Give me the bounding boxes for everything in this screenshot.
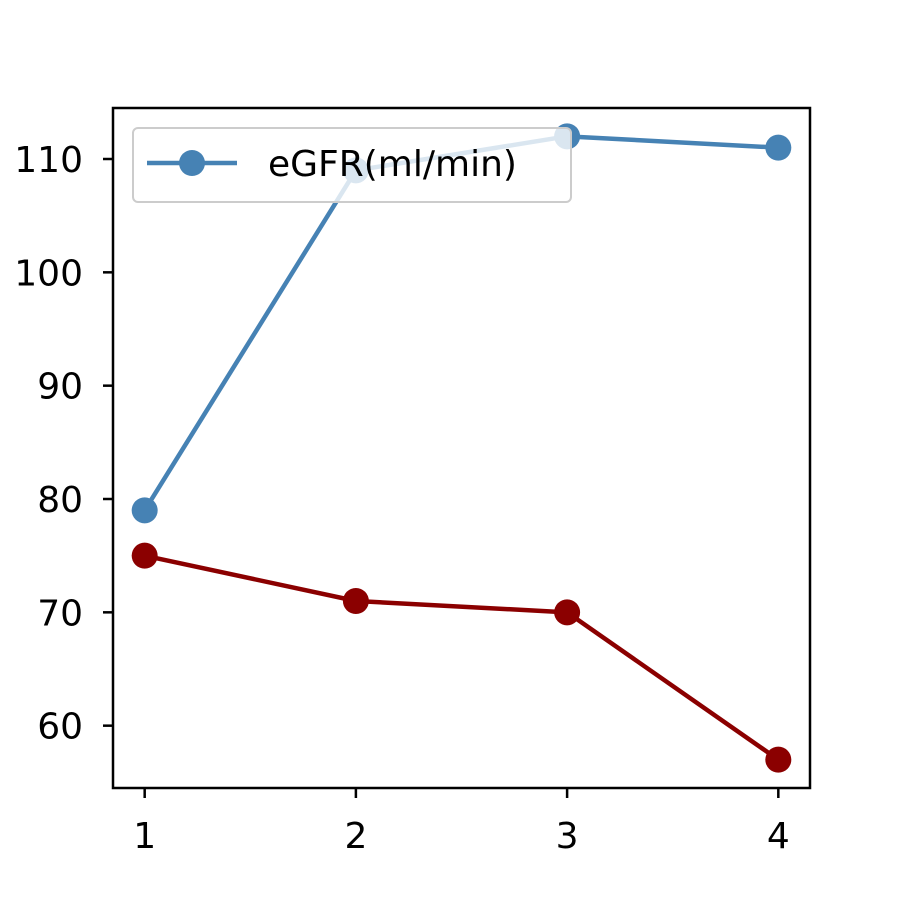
series-line [144, 553, 780, 762]
x-tick-label: 2 [344, 816, 367, 857]
data-point [765, 746, 792, 773]
plot-frame [111, 106, 812, 790]
y-tick-label: 70 [37, 593, 83, 634]
legend-label-egfr: eGFR(ml/min) [268, 144, 517, 185]
plot-background [113, 108, 810, 788]
legend-box [132, 127, 572, 203]
y-tick-label: 90 [37, 367, 83, 408]
y-tick-label: 60 [37, 707, 83, 748]
legend-marker-egfr [179, 150, 205, 176]
axis-ticks: 1 2 3 4 60 70 80 90 100 110 [14, 140, 789, 857]
x-tick-label: 3 [556, 816, 579, 857]
data-point [131, 497, 158, 524]
y-tick-label: 80 [37, 480, 83, 521]
y-tick-label: 100 [14, 253, 83, 294]
data-point [554, 599, 581, 626]
data-point [131, 542, 158, 569]
x-tick-label: 4 [767, 816, 790, 857]
x-tick-label: 1 [133, 816, 156, 857]
legend: eGFR(ml/min) [132, 127, 572, 203]
y-tick-label: 110 [14, 140, 83, 181]
series-2 [131, 542, 792, 773]
data-point [765, 134, 792, 161]
data-point [342, 588, 369, 614]
